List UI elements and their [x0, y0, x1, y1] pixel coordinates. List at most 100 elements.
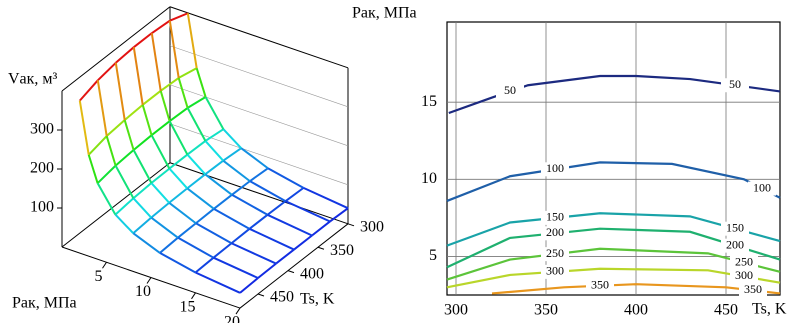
y-tick-label: 450: [270, 289, 294, 306]
surface-segment: [284, 187, 305, 202]
surface-segment: [186, 153, 206, 175]
contour-label: 50: [504, 83, 516, 97]
surface-segment: [187, 96, 207, 109]
surface-segment: [195, 222, 232, 245]
contour-label: 200: [546, 225, 564, 239]
z-tick-label: 300: [30, 121, 54, 138]
surface-segment: [142, 90, 162, 106]
surface-segment: [186, 13, 198, 69]
z-tick-label: 200: [30, 160, 54, 177]
surface-segment: [213, 193, 233, 210]
x-tick-label: 450: [714, 302, 738, 319]
y-tick: [257, 293, 265, 297]
grid-line: [169, 123, 349, 186]
z-tick-label: 100: [30, 199, 54, 216]
surface-segment: [186, 140, 207, 156]
x-tick-label: 15: [180, 298, 196, 315]
surface-segment: [329, 207, 349, 223]
surface-segment: [195, 271, 241, 294]
surface-segment: [114, 197, 135, 216]
x-tick: [146, 277, 152, 284]
surface-segment: [177, 77, 189, 109]
y-tick-label: 10: [421, 170, 437, 187]
label-background: [541, 210, 569, 225]
box-edge: [61, 246, 241, 309]
surface-segment: [178, 67, 198, 79]
x-axis-label: Ts, K: [752, 301, 787, 318]
y-tick-label: 300: [360, 218, 384, 235]
surface-segment: [231, 180, 251, 196]
contour-label: 100: [753, 180, 771, 194]
surface-segment: [123, 119, 135, 151]
surface-segment: [133, 32, 153, 48]
x-tick-label: 20: [224, 314, 240, 323]
surface-segment: [132, 232, 161, 254]
surface-segment: [213, 256, 259, 279]
surface-segment: [132, 134, 153, 151]
y-axis-label: Ts, K: [300, 291, 335, 308]
surface-segment: [230, 228, 251, 245]
surface-segment: [222, 128, 242, 149]
surface-segment: [141, 104, 153, 136]
box-edge: [61, 6, 171, 92]
x-tick-label: 5: [95, 268, 103, 285]
surface-segment: [204, 128, 224, 142]
surface-segment: [87, 135, 108, 156]
surface-segment: [204, 140, 224, 162]
contour-line: [446, 212, 781, 247]
contour-label: 300: [546, 264, 564, 278]
surface-segment: [231, 193, 268, 216]
y-axis-label: Pак, МПа: [352, 5, 417, 22]
surface-segment: [132, 216, 152, 234]
surface-segment: [106, 119, 126, 137]
grid-line: [169, 84, 349, 147]
y-tick-label: 350: [330, 242, 354, 259]
surface-segment: [150, 216, 179, 239]
x-tick-label: 350: [534, 302, 558, 319]
surface-segment: [195, 67, 207, 98]
surface-segment: [204, 159, 224, 176]
label-background: [721, 238, 749, 253]
surface-segment: [159, 236, 179, 254]
surface-segment: [114, 213, 134, 234]
surface-segment: [248, 214, 269, 230]
surface-segment: [97, 62, 117, 82]
contour-label: 150: [546, 210, 564, 224]
surface-segment: [267, 167, 304, 189]
surface-segment: [114, 149, 135, 167]
surface-segment: [186, 173, 206, 190]
x-axis-label: Pак, МПа: [12, 295, 77, 312]
x-tick-label: 400: [624, 302, 648, 319]
contour-line: [446, 161, 781, 202]
surface-segment: [132, 197, 152, 219]
surface-segment: [114, 62, 126, 121]
contour-label: 350: [744, 282, 762, 296]
surface-segment: [212, 242, 233, 259]
surface-segment: [169, 12, 189, 22]
surface-segment: [249, 227, 295, 251]
contour-label: 250: [546, 246, 564, 260]
label-background: [721, 78, 749, 93]
surface-segment: [87, 154, 99, 184]
surface-segment: [249, 180, 286, 203]
contour-line: [448, 74, 781, 115]
grid-line: [169, 45, 349, 108]
surface-segment: [257, 262, 277, 279]
surface-segment: [151, 19, 171, 34]
contour-label: 50: [729, 77, 741, 91]
box-edge: [169, 6, 349, 69]
surface-segment: [222, 159, 251, 182]
surface-segment: [204, 173, 233, 196]
surface-segment: [150, 120, 171, 136]
surface-segment: [150, 32, 162, 91]
surface-segment: [78, 100, 90, 155]
surface-segment: [132, 182, 153, 200]
surface-segment: [168, 201, 197, 225]
surface-segment: [240, 147, 269, 170]
surface-segment: [150, 182, 170, 204]
surface-segment: [186, 107, 207, 142]
surface-segment: [186, 187, 215, 210]
surface-segment: [303, 186, 349, 210]
surface-segment: [194, 256, 215, 274]
surface-segment: [150, 167, 171, 184]
